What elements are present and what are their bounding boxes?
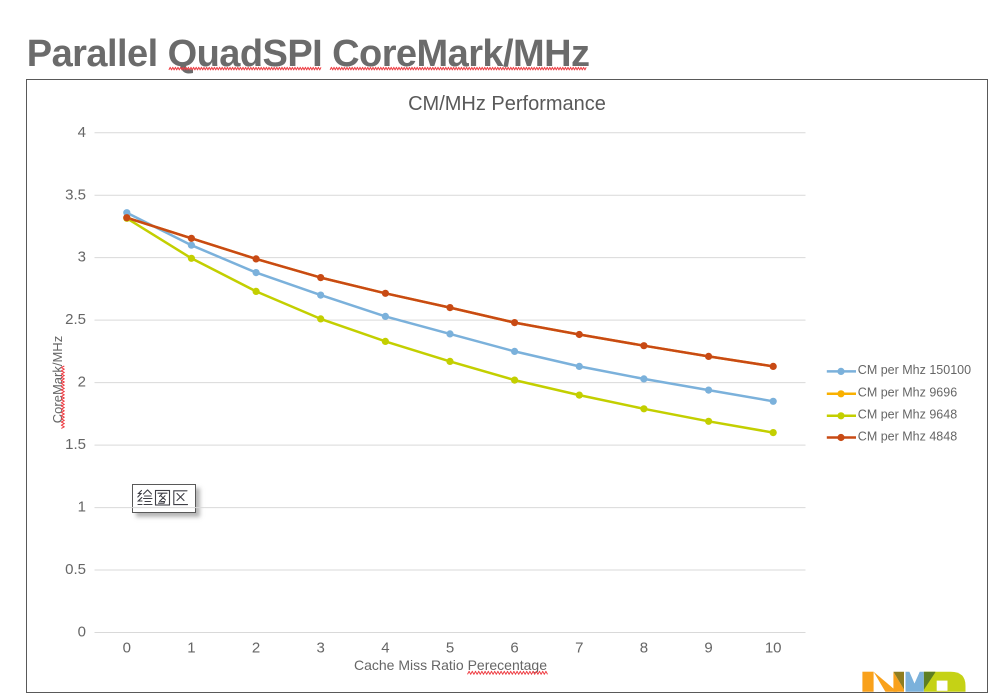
svg-text:2: 2 (252, 639, 260, 656)
svg-text:5: 5 (446, 639, 454, 656)
svg-text:CM per Mhz 150100: CM per Mhz 150100 (858, 363, 971, 377)
svg-text:CM per Mhz 4848: CM per Mhz 4848 (858, 429, 957, 443)
svg-text:6: 6 (510, 639, 518, 656)
svg-text:4: 4 (78, 124, 86, 141)
svg-text:CM per Mhz 9696: CM per Mhz 9696 (858, 386, 957, 400)
svg-text:0.5: 0.5 (65, 561, 86, 578)
svg-text:1: 1 (78, 499, 86, 516)
svg-text:CM/MHz Performance: CM/MHz Performance (408, 93, 606, 115)
svg-text:3: 3 (317, 639, 325, 656)
svg-text:4: 4 (381, 639, 389, 656)
svg-text:10: 10 (765, 639, 782, 656)
svg-text:2: 2 (78, 374, 86, 391)
svg-text:CM per Mhz 9648: CM per Mhz 9648 (858, 408, 957, 422)
svg-text:8: 8 (640, 639, 648, 656)
svg-text:1: 1 (187, 639, 195, 656)
svg-text:3.5: 3.5 (65, 186, 86, 203)
svg-text:2.5: 2.5 (65, 311, 86, 328)
svg-text:7: 7 (575, 639, 583, 656)
svg-text:9: 9 (704, 639, 712, 656)
svg-text:0: 0 (123, 639, 131, 656)
svg-text:1.5: 1.5 (65, 436, 86, 453)
svg-text:Cache Miss Ratio Perecentage: Cache Miss Ratio Perecentage (354, 657, 547, 673)
svg-text:CoreMark/MHz: CoreMark/MHz (50, 336, 65, 423)
svg-text:0: 0 (78, 624, 86, 641)
svg-text:3: 3 (78, 249, 86, 266)
